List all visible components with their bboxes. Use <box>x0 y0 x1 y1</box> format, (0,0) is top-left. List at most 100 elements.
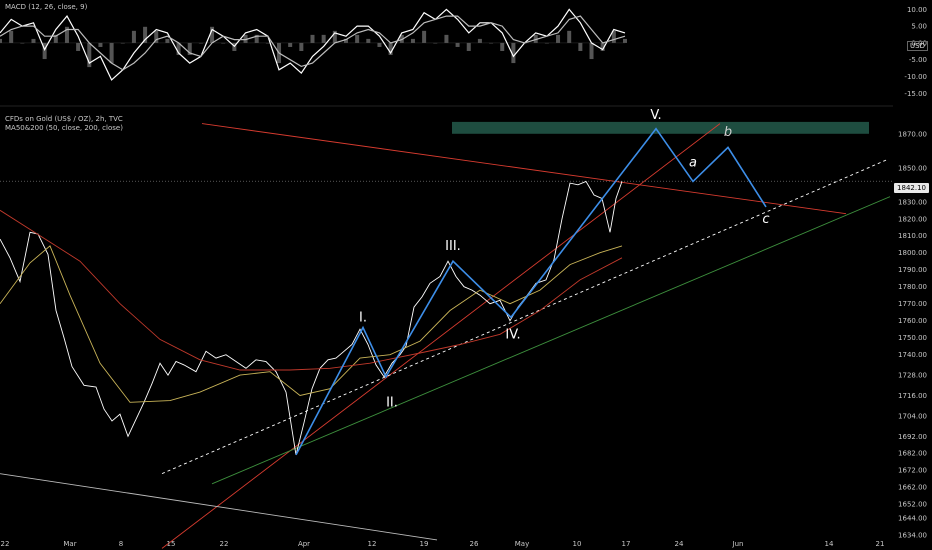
macd-histogram-bar <box>433 42 438 44</box>
macd-histogram-bar <box>9 30 14 43</box>
red-falling-trendline <box>201 123 847 215</box>
macd-histogram-bar <box>254 34 259 43</box>
x-tick-label: 14 <box>825 540 834 548</box>
macd-histogram-bar <box>388 42 393 56</box>
macd-histogram-bar <box>42 42 47 60</box>
macd-histogram-bar <box>165 38 170 43</box>
symbol-label[interactable]: CFDs on Gold (US$ / OZ), 2h, TVC <box>5 115 123 123</box>
macd-indicator-label[interactable]: MACD (12, 26, close, 9) <box>5 3 88 11</box>
price-y-tick-label: 1728.00 <box>898 372 927 380</box>
price-y-tick-label: 1830.00 <box>898 198 927 206</box>
macd-histogram-bar <box>53 34 58 43</box>
macd-histogram-bar <box>611 30 616 43</box>
price-y-tick-label: 1634.00 <box>898 531 927 539</box>
wave-label: a <box>689 156 697 171</box>
x-tick-label: 22 <box>1 540 10 548</box>
macd-histogram-bar <box>176 42 181 56</box>
price-y-tick-label: 1716.00 <box>898 392 927 400</box>
macd-histogram-bar <box>143 26 148 43</box>
macd-histogram-bar <box>600 42 605 51</box>
green-support-line <box>211 196 891 485</box>
macd-histogram-bar <box>31 38 36 43</box>
x-tick-label: 12 <box>368 540 377 548</box>
x-tick-label: 15 <box>167 540 176 548</box>
current-price-tag: 1842.10 <box>894 183 929 193</box>
x-tick-label: 17 <box>622 540 631 548</box>
macd-histogram-bar <box>578 42 583 51</box>
price-y-tick-label: 1870.00 <box>898 130 927 138</box>
macd-histogram-bar <box>444 34 449 43</box>
dashed-support-line <box>161 158 889 475</box>
ma200-line <box>0 209 623 371</box>
price-y-tick-label: 1760.00 <box>898 317 927 325</box>
x-tick-label: 24 <box>675 540 684 548</box>
wave-label: b <box>724 125 732 140</box>
macd-histogram-bar <box>76 42 81 51</box>
x-tick-label: 19 <box>420 540 429 548</box>
price-y-tick-label: 1662.00 <box>898 484 927 492</box>
macd-histogram-bar <box>265 42 270 44</box>
macd-histogram-bar <box>198 42 203 44</box>
price-line <box>0 180 623 456</box>
macd-y-tick-label: 10.00 <box>907 6 927 14</box>
macd-histogram-bar <box>87 42 92 68</box>
wave-label: V. <box>650 108 661 123</box>
macd-histogram-bar <box>343 38 348 43</box>
macd-y-tick-label: 0.00 <box>911 39 927 47</box>
macd-histogram-bar <box>221 42 226 44</box>
target-zone <box>452 121 869 134</box>
ma50-line <box>0 245 623 403</box>
macd-line <box>0 8 626 81</box>
macd-histogram-bar <box>455 42 460 47</box>
x-tick-label: Apr <box>298 540 310 548</box>
macd-histogram-bar <box>477 38 482 43</box>
macd-histogram-bar <box>589 42 594 60</box>
price-y-tick-label: 1820.00 <box>898 215 927 223</box>
x-tick-label: 26 <box>470 540 479 548</box>
macd-histogram-bar <box>131 30 136 43</box>
wave-label: IV. <box>505 327 520 342</box>
gray-trendline <box>0 473 438 541</box>
wave-label: I. <box>359 310 367 325</box>
macd-histogram-bar <box>489 42 494 44</box>
macd-histogram-bar <box>623 38 627 43</box>
moving-average-label[interactable]: MA50&200 (50, close, 200, close) <box>5 124 123 132</box>
x-tick-label: Jun <box>732 540 744 548</box>
x-tick-label: May <box>515 540 529 548</box>
price-y-tick-label: 1780.00 <box>898 283 927 291</box>
x-tick-label: 22 <box>220 540 229 548</box>
wave-label: II. <box>386 395 398 410</box>
price-y-tick-label: 1692.00 <box>898 433 927 441</box>
macd-histogram-bar <box>500 42 505 51</box>
x-tick-label: 10 <box>573 540 582 548</box>
macd-histogram-bar <box>187 42 192 56</box>
price-y-tick-label: 1740.00 <box>898 351 927 359</box>
price-y-tick-label: 1750.00 <box>898 334 927 342</box>
macd-y-tick-label: -15.00 <box>904 90 927 98</box>
macd-y-tick-label: -5.00 <box>909 56 927 64</box>
currency-badge: USD <box>907 41 928 51</box>
x-tick-label: 8 <box>119 540 123 548</box>
macd-histogram-bar <box>154 30 159 43</box>
macd-histogram-bar <box>377 42 382 47</box>
wave-label: c <box>762 212 769 227</box>
macd-histogram-bar <box>288 42 293 47</box>
macd-histogram-bar <box>567 30 572 43</box>
macd-histogram-bar <box>366 38 371 43</box>
macd-histogram-bar <box>466 42 471 51</box>
macd-histogram-bar <box>410 38 415 43</box>
price-y-tick-label: 1704.00 <box>898 412 927 420</box>
macd-histogram-bar <box>0 38 2 43</box>
macd-histogram-bar <box>511 42 516 64</box>
macd-histogram-bar <box>399 34 404 43</box>
price-y-tick-label: 1644.00 <box>898 514 927 522</box>
macd-histogram-bar <box>109 42 114 64</box>
macd-histogram-bar <box>310 34 315 43</box>
macd-histogram-bar <box>64 26 69 43</box>
macd-histogram-bar <box>556 34 561 43</box>
elliott-wave-path <box>295 127 767 456</box>
macd-histogram-bar <box>98 42 103 47</box>
macd-histogram-bar <box>210 26 215 43</box>
